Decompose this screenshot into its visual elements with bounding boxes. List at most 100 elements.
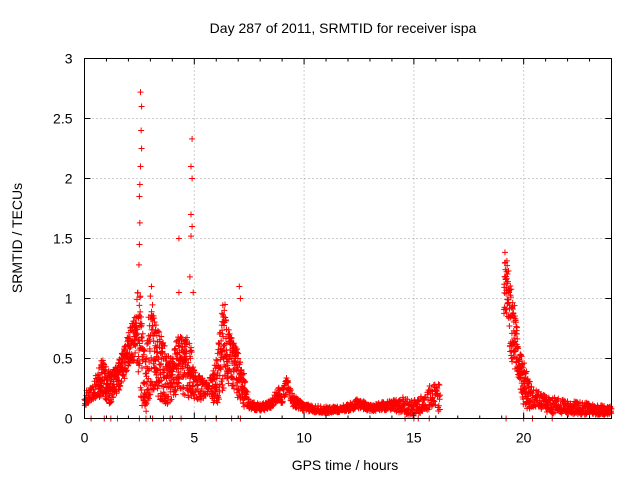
data-point [177, 385, 184, 392]
data-point [142, 401, 149, 408]
data-point [145, 386, 152, 393]
data-point [155, 382, 162, 389]
data-point [511, 312, 518, 319]
data-point [136, 302, 143, 309]
data-point [535, 388, 542, 395]
data-point [286, 385, 293, 392]
data-point [541, 392, 548, 399]
data-point [138, 145, 145, 152]
x-tick-label: 10 [296, 430, 312, 446]
data-point [172, 387, 179, 394]
data-point [162, 354, 169, 361]
data-point [504, 262, 511, 269]
data-point [435, 381, 442, 388]
data-point [150, 315, 157, 322]
data-point [143, 400, 150, 407]
data-point [225, 380, 232, 387]
data-point [216, 381, 223, 388]
y-tick-label: 2 [65, 171, 73, 187]
data-point [234, 349, 241, 356]
data-point [244, 389, 251, 396]
data-point [517, 352, 524, 359]
data-point [222, 301, 229, 308]
data-point [160, 339, 167, 346]
y-tick-label: 1 [65, 291, 73, 307]
data-point [237, 295, 244, 302]
data-point [511, 302, 518, 309]
data-point [221, 307, 228, 314]
data-point [303, 407, 310, 414]
data-point [153, 332, 160, 339]
y-axis-label: SRMTID / TECUs [9, 183, 25, 293]
data-point [169, 371, 176, 378]
x-tick-label: 5 [190, 430, 198, 446]
data-point [214, 399, 221, 406]
data-point [523, 368, 530, 375]
data-point [138, 127, 145, 134]
data-point [189, 175, 196, 182]
data-point [99, 357, 106, 364]
data-point [118, 378, 125, 385]
data-point [148, 308, 155, 315]
data-point [514, 335, 521, 342]
data-point [141, 347, 148, 354]
data-point [183, 356, 190, 363]
data-point [504, 271, 511, 278]
data-point [230, 358, 237, 365]
data-point [518, 353, 525, 360]
data-point [222, 317, 229, 324]
data-point [117, 383, 124, 390]
y-tick-label: 2.5 [53, 111, 73, 127]
data-point [156, 378, 163, 385]
data-point [119, 372, 126, 379]
data-point [139, 330, 146, 337]
data-point [435, 402, 442, 409]
data-point [197, 393, 204, 400]
data-point [177, 333, 184, 340]
data-point [137, 89, 144, 96]
data-point [521, 360, 528, 367]
data-point [136, 181, 143, 188]
data-point [147, 391, 154, 398]
data-point [513, 324, 520, 331]
data-point [155, 374, 162, 381]
y-tick-label: 0 [65, 411, 73, 427]
data-point [181, 391, 188, 398]
data-point [110, 394, 117, 401]
data-point [242, 378, 249, 385]
data-point [216, 388, 223, 395]
data-point [102, 395, 109, 402]
data-point [219, 330, 226, 337]
data-point [240, 370, 247, 377]
y-axis-ticks: 0 0.5 1 1.5 2 2.5 3 [53, 51, 612, 427]
data-point [214, 357, 221, 364]
data-point [151, 348, 158, 355]
data-point [176, 380, 183, 387]
data-point [136, 219, 143, 226]
data-point [187, 355, 194, 362]
data-point [187, 233, 194, 240]
data-point [139, 338, 146, 345]
data-point [429, 388, 436, 395]
data-point [436, 406, 443, 413]
data-point [436, 393, 443, 400]
data-point [555, 395, 562, 402]
data-point [431, 398, 438, 405]
data-point [150, 386, 157, 393]
data-point [530, 386, 537, 393]
data-point [148, 354, 155, 361]
data-point [241, 379, 248, 386]
data-point [219, 381, 226, 388]
data-point [502, 306, 509, 313]
data-point [171, 346, 178, 353]
data-point [287, 387, 294, 394]
data-point [185, 359, 192, 366]
data-point [134, 289, 141, 296]
data-point [138, 386, 145, 393]
data-point [217, 366, 224, 373]
data-point [416, 398, 423, 405]
data-point [175, 235, 182, 242]
data-point [510, 349, 517, 356]
data-point [230, 381, 237, 388]
data-point [220, 385, 227, 392]
